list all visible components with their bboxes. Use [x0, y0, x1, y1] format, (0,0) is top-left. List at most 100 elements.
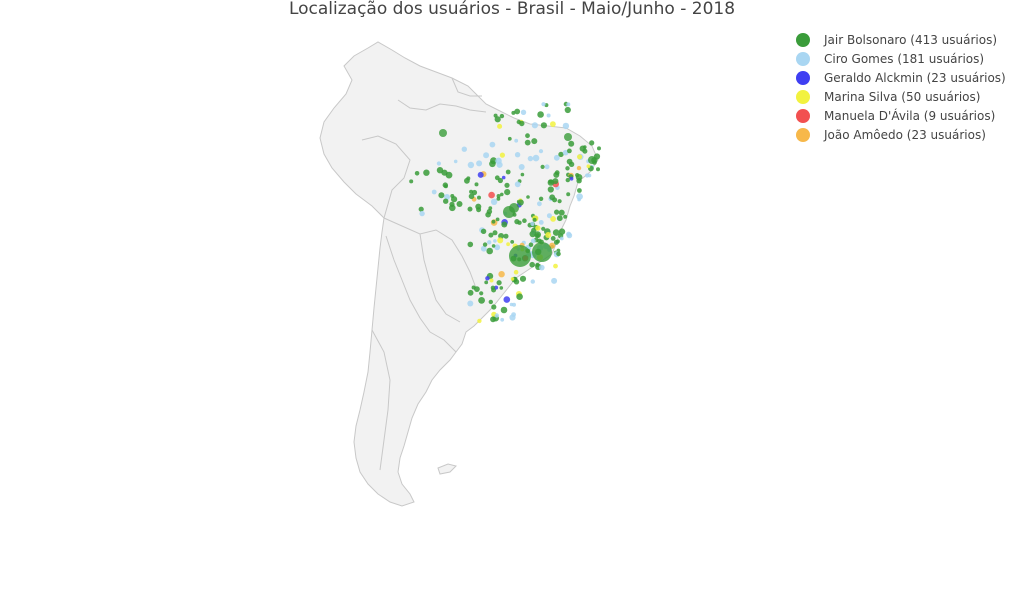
user-marker — [438, 192, 445, 199]
user-marker — [566, 232, 573, 239]
legend-item[interactable]: Jair Bolsonaro (413 usuários) — [790, 30, 1006, 49]
user-marker — [557, 199, 562, 204]
user-marker — [488, 191, 495, 199]
user-marker — [467, 289, 474, 296]
user-marker — [494, 244, 501, 251]
user-marker — [531, 138, 538, 145]
legend-marker-icon — [796, 108, 810, 123]
user-marker — [553, 154, 560, 161]
user-marker — [436, 161, 441, 166]
user-marker — [546, 213, 552, 219]
user-marker — [499, 152, 505, 158]
user-marker — [471, 189, 478, 196]
user-marker — [493, 239, 497, 243]
continent-land — [319, 41, 599, 507]
user-marker — [539, 264, 545, 271]
user-marker — [479, 291, 484, 296]
user-marker — [506, 242, 510, 247]
user-marker — [510, 277, 515, 281]
legend-marker-icon — [796, 89, 810, 104]
user-marker — [597, 146, 601, 151]
legend-label: Jair Bolsonaro (413 usuários) — [824, 32, 998, 47]
user-marker — [495, 217, 500, 222]
user-marker — [520, 172, 525, 177]
user-marker — [540, 164, 545, 169]
user-marker — [514, 219, 520, 225]
user-marker — [576, 178, 582, 184]
user-marker — [586, 164, 591, 169]
user-marker — [489, 278, 494, 283]
user-marker — [566, 102, 571, 107]
legend-item[interactable]: Manuela D'Ávila (9 usuários) — [790, 106, 1006, 125]
user-marker — [538, 220, 544, 225]
user-marker — [552, 229, 560, 236]
user-marker — [477, 318, 482, 324]
user-marker — [526, 195, 530, 199]
user-marker — [504, 189, 511, 196]
user-marker — [514, 108, 521, 115]
user-marker — [554, 170, 560, 176]
user-marker — [565, 166, 570, 171]
user-marker — [461, 146, 467, 152]
user-marker — [577, 188, 582, 193]
user-marker — [562, 149, 569, 156]
user-marker — [558, 209, 565, 216]
user-marker — [532, 154, 540, 162]
legend-label: Ciro Gomes (181 usuários) — [824, 51, 985, 66]
user-marker — [544, 164, 550, 170]
user-marker — [551, 277, 558, 284]
user-marker — [531, 122, 539, 129]
user-marker — [480, 228, 487, 234]
user-marker — [418, 206, 424, 212]
user-marker — [436, 167, 444, 174]
user-marker — [522, 218, 527, 223]
user-marker — [467, 161, 475, 169]
user-marker — [541, 102, 546, 107]
user-marker — [497, 237, 504, 244]
user-marker — [529, 261, 535, 268]
user-marker — [567, 148, 572, 154]
legend-item[interactable]: Ciro Gomes (181 usuários) — [790, 49, 1006, 68]
user-marker — [499, 286, 504, 290]
legend-label: Geraldo Alckmin (23 usuários) — [824, 70, 1006, 85]
user-marker — [490, 285, 496, 290]
user-marker — [500, 317, 505, 322]
user-marker — [519, 120, 525, 127]
user-marker — [453, 159, 458, 164]
user-marker — [510, 240, 515, 244]
user-marker — [491, 219, 496, 224]
user-marker — [474, 182, 479, 187]
legend-marker-icon — [796, 70, 810, 85]
legend-item[interactable]: Geraldo Alckmin (23 usuários) — [790, 68, 1006, 87]
user-marker — [478, 297, 485, 304]
user-marker — [499, 113, 505, 119]
user-cluster-marker — [439, 129, 447, 137]
user-marker — [468, 193, 475, 200]
user-marker — [559, 236, 564, 241]
user-marker — [505, 169, 511, 175]
user-marker — [485, 276, 490, 281]
user-marker — [527, 155, 534, 162]
user-marker — [511, 110, 516, 115]
user-marker — [489, 160, 496, 168]
user-marker — [491, 304, 497, 310]
user-marker — [477, 171, 484, 178]
user-marker — [538, 196, 544, 201]
user-marker — [497, 123, 503, 129]
user-marker — [419, 210, 425, 217]
user-marker — [494, 116, 501, 123]
user-marker — [501, 175, 506, 180]
user-marker — [530, 221, 535, 226]
user-marker — [482, 242, 488, 247]
user-marker — [484, 280, 489, 285]
user-marker — [550, 121, 556, 127]
user-marker — [524, 139, 531, 146]
legend-item[interactable]: João Amôedo (23 usuários) — [790, 125, 1006, 144]
legend-item[interactable]: Marina Silva (50 usuários) — [790, 87, 1006, 106]
user-marker — [576, 165, 582, 171]
user-marker — [518, 164, 525, 170]
user-marker — [537, 111, 544, 118]
country-borders — [361, 77, 487, 471]
user-marker — [431, 189, 437, 195]
